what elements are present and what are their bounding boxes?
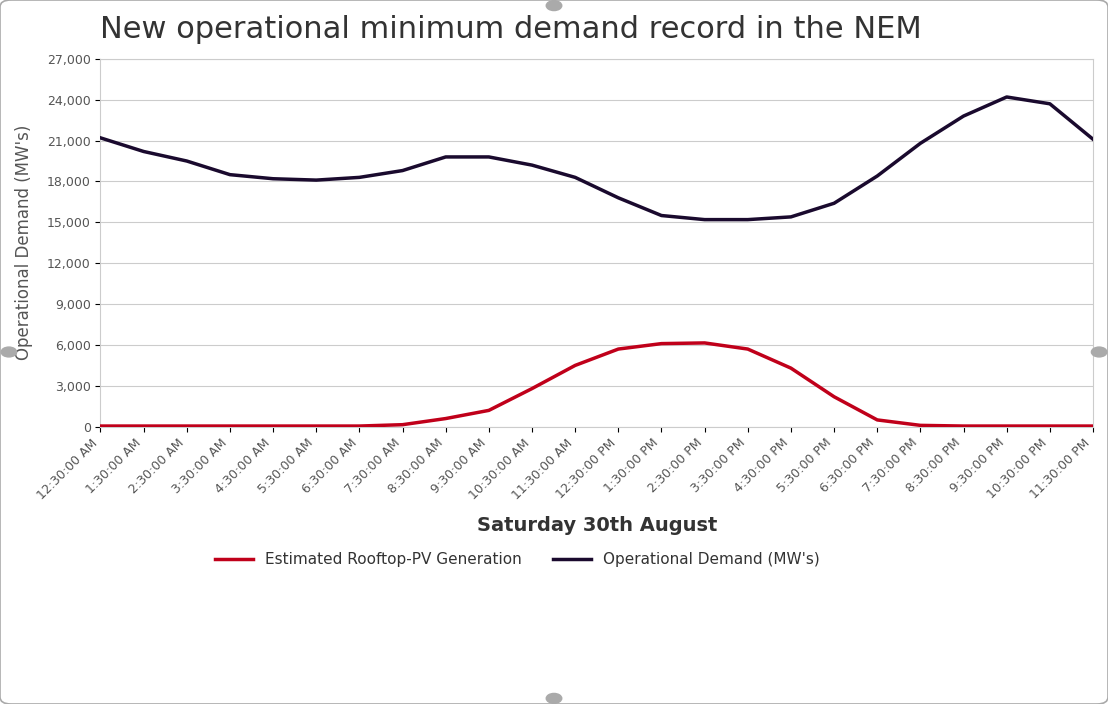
Y-axis label: Operational Demand (MW's): Operational Demand (MW's): [16, 125, 33, 360]
Legend: Estimated Rooftop-PV Generation, Operational Demand (MW's): Estimated Rooftop-PV Generation, Operati…: [208, 546, 825, 574]
Text: New operational minimum demand record in the NEM: New operational minimum demand record in…: [101, 15, 922, 44]
X-axis label: Saturday 30th August: Saturday 30th August: [476, 516, 717, 535]
